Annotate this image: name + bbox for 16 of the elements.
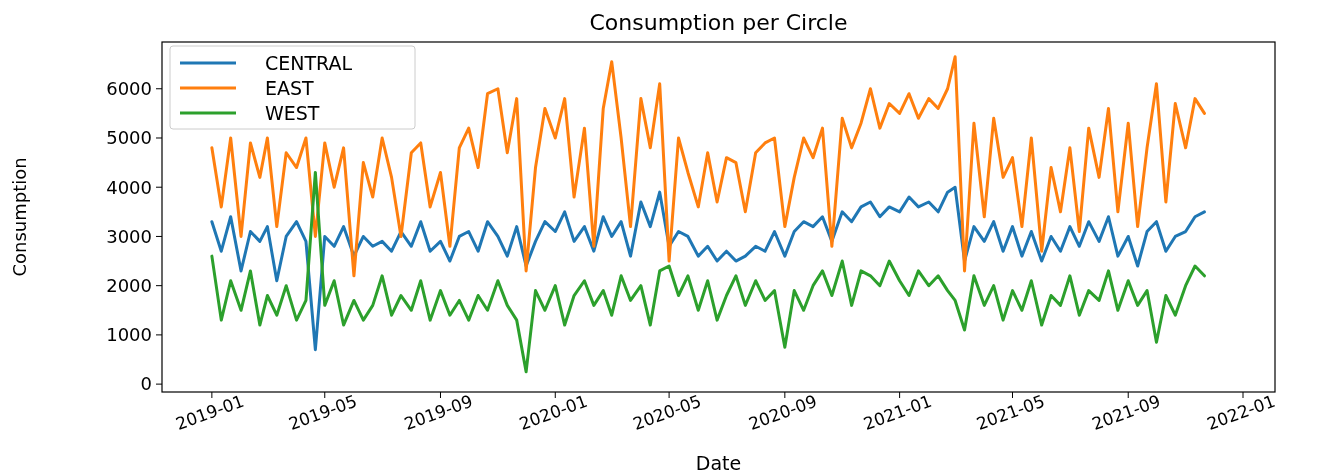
legend-label: WEST — [265, 101, 320, 124]
y-tick-label: 3000 — [106, 225, 152, 247]
line-series — [210, 55, 1206, 278]
y-tick-label: 6000 — [106, 78, 152, 100]
y-tick-label: 0 — [140, 373, 152, 395]
y-tick-label: 4000 — [106, 176, 152, 198]
chart-title: Consumption per Circle — [589, 10, 848, 35]
legend-label: EAST — [265, 76, 315, 99]
y-tick-label: 5000 — [106, 127, 152, 149]
y-tick-label: 2000 — [106, 274, 152, 296]
legend-label: CENTRAL — [265, 51, 353, 74]
line-series — [210, 170, 1206, 374]
y-tick-label: 1000 — [106, 324, 152, 346]
y-axis-title: Consumption — [9, 157, 30, 277]
x-axis-title: Date — [695, 452, 742, 474]
line-series — [210, 185, 1206, 352]
